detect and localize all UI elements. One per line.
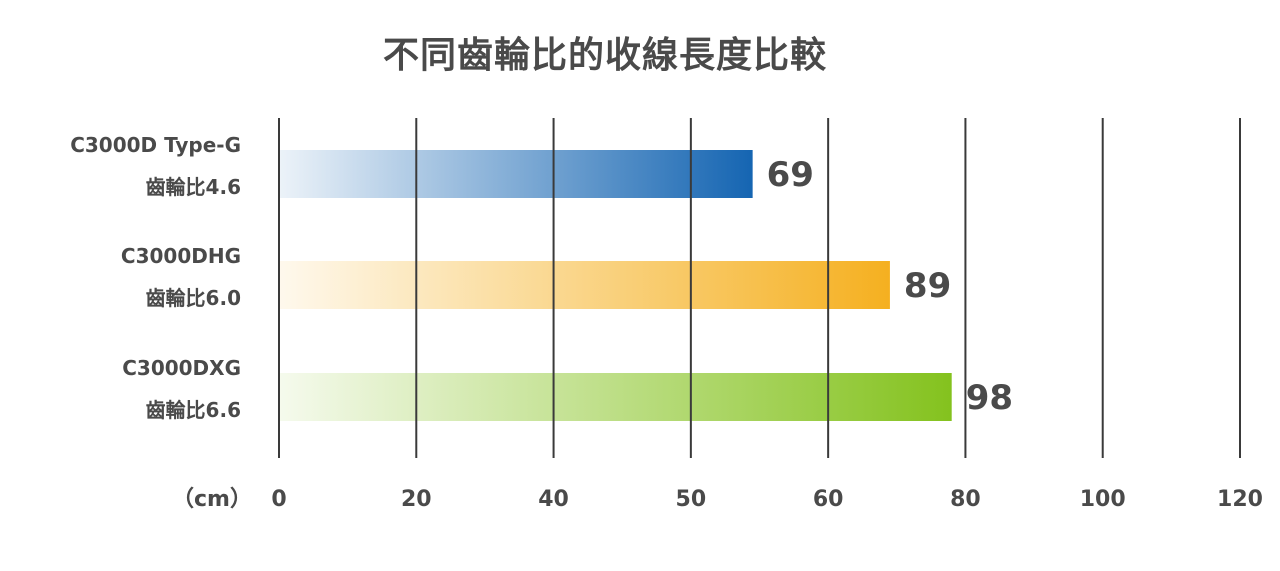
x-unit-label: （cm） — [172, 487, 252, 512]
x-tick-label: 0 — [271, 487, 286, 512]
x-tick-label: 80 — [950, 487, 981, 512]
bar — [279, 261, 890, 309]
category-sublabel: 齒輪比4.6 — [146, 175, 241, 199]
x-tick-label: 120 — [1217, 487, 1263, 512]
x-tick-label: 20 — [401, 487, 432, 512]
category-sublabel: 齒輪比6.0 — [146, 286, 241, 310]
chart-title: 不同齒輪比的收線長度比較 — [382, 35, 827, 76]
category-sublabel: 齒輪比6.6 — [146, 398, 241, 422]
x-tick-label: 60 — [813, 487, 844, 512]
bar-value-label: 69 — [767, 155, 814, 195]
category-label: C3000DHG — [121, 244, 241, 268]
category-label: C3000D Type-G — [70, 133, 241, 157]
category-label: C3000DXG — [122, 356, 241, 380]
bar — [279, 150, 753, 198]
x-tick-label: 50 — [676, 487, 707, 512]
bar-value-label: 89 — [904, 266, 951, 306]
bar-value-label: 98 — [966, 378, 1013, 418]
x-tick-label: 100 — [1080, 487, 1126, 512]
bar — [279, 373, 952, 421]
x-tick-label: 40 — [538, 487, 569, 512]
